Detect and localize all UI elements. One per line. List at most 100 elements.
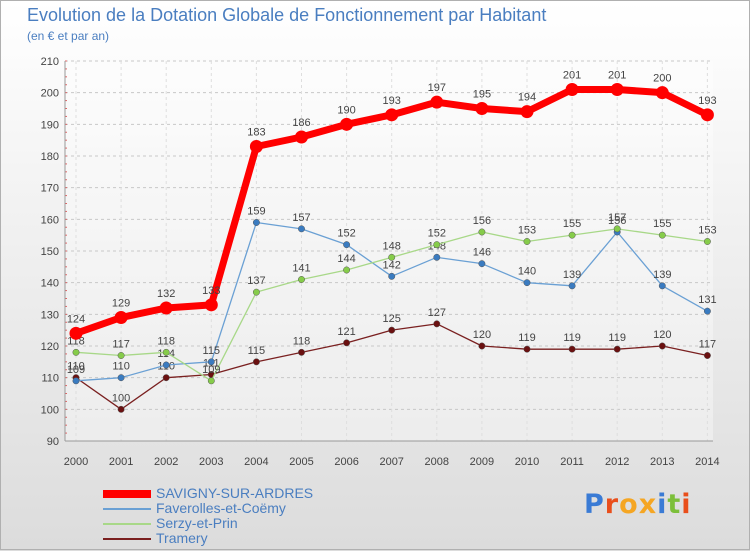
data-label-tramery: 119 [563,332,581,344]
data-point-savigny-sur-ardres [430,95,444,109]
y-tick-label: 180 [41,151,59,163]
data-point-tramery [478,342,486,350]
x-tick-label: 2002 [154,456,178,468]
data-point-serzy-et-prin [478,228,486,236]
data-point-savigny-sur-ardres [475,102,489,115]
data-point-savigny-sur-ardres [385,108,399,122]
y-tick-label: 100 [41,404,59,416]
data-label-tramery: 119 [608,332,626,344]
legend-swatch-tramery [103,538,151,540]
data-point-savigny-sur-ardres [204,298,218,312]
y-tick-label: 140 [41,278,59,290]
data-label-serzy-et-prin: 156 [473,215,491,227]
data-point-tramery [388,326,396,334]
data-point-savigny-sur-ardres [565,83,579,96]
data-label-faverolles-et-co-my: 146 [473,247,491,259]
chart-title: Evolution de la Dotation Globale de Fonc… [27,5,547,25]
x-tick-label: 2014 [695,456,719,468]
data-label-faverolles-et-co-my: 139 [563,269,581,281]
data-label-savigny-sur-ardres: 197 [428,82,446,94]
data-label-serzy-et-prin: 157 [608,212,626,224]
data-point-serzy-et-prin [703,238,711,245]
data-point-tramery [343,339,351,347]
data-label-tramery: 127 [428,307,446,319]
legend-label-tramery: Tramery [156,530,208,546]
data-point-serzy-et-prin [298,276,305,283]
data-label-faverolles-et-co-my: 139 [653,269,671,281]
legend-label-savigny: SAVIGNY-SUR-ARDRES [156,485,314,501]
data-point-serzy-et-prin [343,266,351,274]
data-point-savigny-sur-ardres [249,140,263,153]
data-point-tramery [298,348,305,356]
y-tick-label: 150 [41,246,59,258]
data-label-faverolles-et-co-my: 152 [337,228,355,240]
data-label-savigny-sur-ardres: 186 [292,117,310,129]
chart-subtitle: (en € et par an) [27,29,110,43]
data-label-tramery: 110 [67,361,85,373]
data-label-savigny-sur-ardres: 129 [112,298,130,310]
data-point-tramery [117,405,125,413]
x-tick-label: 2001 [109,456,133,468]
data-label-savigny-sur-ardres: 183 [247,127,265,139]
data-point-tramery [703,352,711,359]
data-point-serzy-et-prin [252,288,260,296]
data-point-savigny-sur-ardres [295,130,308,144]
data-label-savigny-sur-ardres: 133 [202,285,220,297]
data-point-faverolles-et-co-my [658,282,666,290]
data-point-faverolles-et-co-my [207,358,215,366]
data-label-serzy-et-prin: 144 [337,253,355,265]
data-label-serzy-et-prin: 109 [202,364,220,376]
data-label-faverolles-et-co-my: 157 [292,212,310,224]
data-label-tramery: 117 [699,339,717,351]
data-label-savigny-sur-ardres: 193 [383,95,401,107]
data-point-faverolles-et-co-my [478,260,486,268]
data-point-tramery [658,342,666,350]
data-point-faverolles-et-co-my [388,272,396,280]
proxiti-logo: Proxiti [584,489,692,520]
x-tick-label: 2012 [605,456,629,468]
data-label-serzy-et-prin: 118 [67,335,85,347]
logo-letter: i [681,489,692,520]
data-point-serzy-et-prin [388,253,396,261]
data-label-serzy-et-prin: 155 [653,218,671,230]
y-tick-label: 90 [47,436,59,448]
data-point-faverolles-et-co-my [703,307,711,315]
data-label-serzy-et-prin: 141 [292,263,310,275]
data-label-tramery: 120 [473,329,491,341]
data-label-serzy-et-prin: 117 [112,339,130,351]
data-point-faverolles-et-co-my [72,377,80,385]
data-label-faverolles-et-co-my: 115 [203,345,221,357]
y-tick-label: 200 [41,88,59,100]
y-tick-label: 170 [41,183,59,195]
data-point-savigny-sur-ardres [159,301,173,315]
data-label-savigny-sur-ardres: 132 [157,288,175,300]
data-label-savigny-sur-ardres: 193 [698,95,716,107]
x-tick-label: 2003 [199,456,223,468]
data-label-savigny-sur-ardres: 190 [337,104,355,116]
x-tick-label: 2010 [515,456,539,468]
y-tick-label: 160 [41,214,59,226]
legend-swatch-savigny [103,490,151,498]
data-label-tramery: 125 [383,313,401,325]
data-point-tramery [568,345,576,353]
logo-letter: P [584,489,605,520]
data-point-savigny-sur-ardres [340,117,354,131]
data-point-faverolles-et-co-my [343,241,351,249]
x-tick-label: 2013 [650,456,674,468]
data-point-faverolles-et-co-my [523,279,531,287]
data-label-tramery: 121 [337,326,355,338]
data-point-savigny-sur-ardres [700,108,714,122]
data-label-savigny-sur-ardres: 200 [653,73,671,85]
legend-swatch-faverolles [103,508,151,510]
x-tick-label: 2006 [334,456,358,468]
data-point-savigny-sur-ardres [655,86,669,100]
data-label-serzy-et-prin: 153 [518,225,536,237]
legend-swatch-serzy [103,523,151,525]
data-point-faverolles-et-co-my [568,282,576,290]
data-point-serzy-et-prin [568,231,576,239]
data-point-savigny-sur-ardres [69,326,83,340]
logo-letter: i [657,489,668,520]
data-label-tramery: 115 [248,345,266,357]
